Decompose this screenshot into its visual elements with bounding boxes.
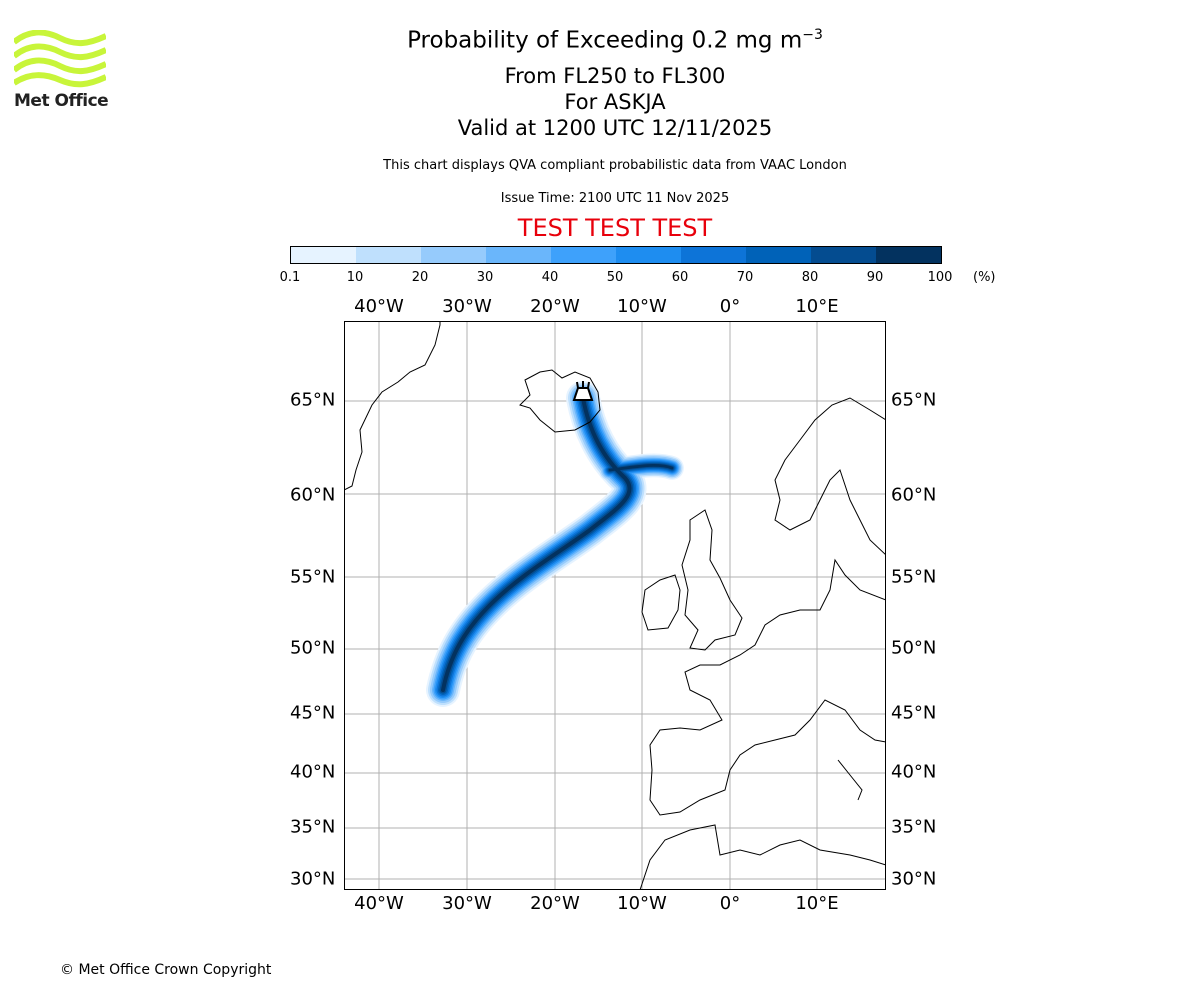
colorbar-tick-label: 50 — [606, 270, 624, 285]
plume-band — [608, 464, 674, 472]
longitude-label: 10°E — [795, 296, 839, 317]
longitude-label: 20°W — [530, 296, 580, 317]
issue-time: Issue Time: 2100 UTC 11 Nov 2025 — [500, 191, 730, 206]
colorbar-tick-label: 70 — [736, 270, 754, 285]
plume-band — [441, 396, 632, 692]
colorbar-tick-label: 100 — [927, 270, 953, 285]
colorbar-tick-label: 10 — [346, 270, 364, 285]
colorbar-bin — [681, 247, 746, 263]
met-office-logo — [14, 30, 106, 88]
longitude-label: 30°W — [442, 296, 492, 317]
longitude-label: 0° — [719, 893, 741, 914]
latitude-label: 35°N — [891, 816, 937, 838]
latitude-label: 60°N — [891, 484, 937, 506]
colorbar-bin — [876, 247, 941, 263]
colorbar-tick-label: 20 — [411, 270, 429, 285]
longitude-label: 20°W — [530, 893, 580, 914]
colorbar-bin — [616, 247, 681, 263]
longitude-label: 40°W — [354, 893, 404, 914]
latitude-label: 45°N — [290, 702, 336, 724]
latitude-label: 55°N — [891, 566, 937, 588]
ash-probability-plume — [426, 381, 684, 707]
title-main: Probability of Exceeding 0.2 mg m — [407, 27, 803, 54]
latitude-label: 30°N — [891, 868, 937, 890]
latitude-label: 30°N — [290, 868, 336, 890]
colorbar-bin — [811, 247, 876, 263]
latitude-label: 55°N — [290, 566, 336, 588]
latitude-label: 40°N — [290, 761, 336, 783]
latitude-label: 65°N — [290, 389, 336, 411]
colorbar-bin — [746, 247, 811, 263]
latitude-label: 45°N — [891, 702, 937, 724]
latitude-label: 35°N — [290, 816, 336, 838]
colorbar-tick-label: 30 — [476, 270, 494, 285]
logo-text: Met Office — [14, 91, 109, 111]
colorbar-bin — [291, 247, 356, 263]
longitude-label: 0° — [719, 296, 741, 317]
valid-time: Valid at 1200 UTC 12/11/2025 — [457, 116, 773, 140]
title-superscript: −3 — [802, 27, 823, 43]
longitude-label: 10°E — [795, 893, 839, 914]
subtitle: This chart displays QVA compliant probab… — [383, 158, 847, 173]
latitude-label: 60°N — [290, 484, 336, 506]
latitude-label: 50°N — [290, 637, 336, 659]
map-frame — [344, 321, 886, 890]
test-banner: TEST TEST TEST — [517, 214, 713, 242]
longitude-label: 10°W — [617, 296, 667, 317]
colorbar-tick-label: 80 — [801, 270, 819, 285]
volcano-name: For ASKJA — [564, 90, 666, 114]
colorbar-unit: (%) — [973, 270, 996, 285]
colorbar — [290, 246, 942, 264]
colorbar-tick-label: 60 — [671, 270, 689, 285]
longitude-label: 30°W — [442, 893, 492, 914]
latitude-label: 65°N — [891, 389, 937, 411]
latitude-label: 50°N — [891, 637, 937, 659]
colorbar-bin — [486, 247, 551, 263]
colorbar-tick-label: 90 — [866, 270, 884, 285]
flight-levels: From FL250 to FL300 — [504, 64, 726, 88]
latitude-label: 40°N — [891, 761, 937, 783]
chart-title: Probability of Exceeding 0.2 mg m−3 — [0, 27, 1200, 54]
colorbar-bin — [551, 247, 616, 263]
longitude-label: 40°W — [354, 296, 404, 317]
coastlines — [344, 321, 886, 890]
longitude-label: 10°W — [617, 893, 667, 914]
colorbar-tick-label: 40 — [541, 270, 559, 285]
colorbar-tick-label: 0.1 — [279, 270, 301, 285]
copyright: © Met Office Crown Copyright — [60, 962, 272, 978]
colorbar-bin — [421, 247, 486, 263]
volcano-icon — [572, 381, 594, 401]
gridlines — [344, 321, 886, 890]
colorbar-bin — [356, 247, 421, 263]
